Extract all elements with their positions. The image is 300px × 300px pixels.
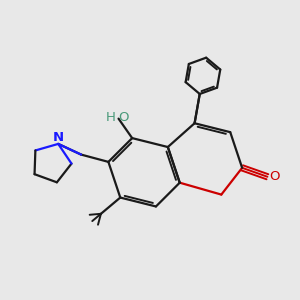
- Text: O: O: [118, 111, 129, 124]
- Text: O: O: [270, 170, 280, 183]
- Text: H: H: [105, 111, 115, 124]
- Text: N: N: [53, 131, 64, 144]
